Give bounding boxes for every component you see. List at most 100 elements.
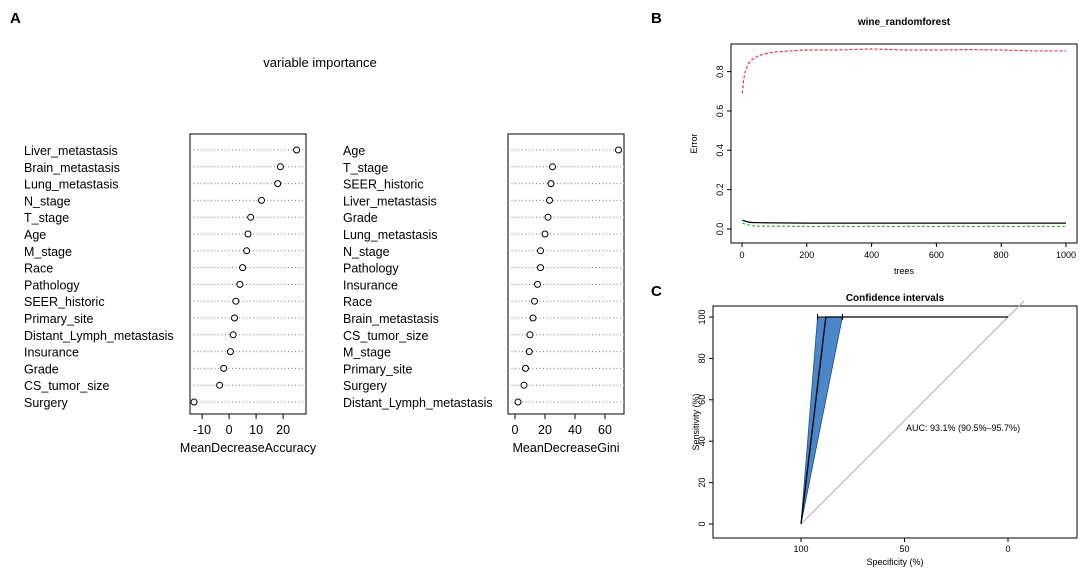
plot-frame [712,305,1078,539]
data-point [239,264,247,272]
y-tick-label: 0.2 [715,183,725,196]
data-point [537,247,544,255]
variable-label: Pathology [24,278,80,292]
x-axis-label: Specificity (%) [866,557,923,567]
panel-c-roc-plot: Confidence intervals 100 50 0 0 20 40 60 80 100 Sp… [691,293,1078,567]
diagonal-reference-line [800,300,1025,525]
data-point [231,314,238,322]
data-point [244,230,252,238]
x-axis-label: MeanDecreaseGini [513,441,620,455]
x-tick-label: 1000 [1056,250,1076,260]
y-tick-label: 80 [697,353,707,363]
data-point [258,196,265,204]
series-line-class-0 [742,222,1066,228]
y-tick-label: 0.6 [715,105,725,118]
x-tick-label: 0 [226,423,233,437]
y-tick-label: 40 [697,436,707,446]
variable-label: Grade [343,211,378,225]
variable-label: SEER_historic [343,178,424,192]
variable-label: Brain_metastasis [24,161,120,175]
x-tick-label: 20 [276,423,290,437]
variable-label: Brain_metastasis [343,312,439,326]
variable-label: Insurance [24,346,79,360]
variable-label: Primary_site [24,312,94,326]
x-tick-label: 0 [1005,544,1010,554]
variable-label: Primary_site [343,362,413,376]
plot-frame [730,43,1078,244]
data-point [529,314,537,322]
data-point [526,331,534,339]
variable-label: N_stage [343,245,390,259]
data-point [220,364,228,372]
auc-annotation: AUC: 93.1% (90.5%–95.7%) [906,423,1020,433]
data-point [232,297,240,305]
data-point [236,280,244,288]
x-tick-label: 0 [739,250,744,260]
data-point [514,398,522,406]
data-point [274,180,282,188]
data-point [243,247,251,255]
variable-label: Surgery [343,379,388,393]
series-line-oob [742,219,1066,224]
plot-title: wine_randomforest [857,17,951,28]
data-point [229,331,237,339]
x-axis-label: MeanDecreaseAccuracy [180,441,317,455]
data-point [525,348,533,356]
variable-label: M_stage [343,346,391,360]
x-tick-label: 10 [249,423,263,437]
variable-label: Liver_metastasis [24,144,118,158]
variable-label: Liver_metastasis [343,194,437,208]
variable-label: Insurance [343,278,398,292]
data-point [544,213,552,221]
variable-label: Lung_metastasis [343,228,438,242]
data-point [549,163,556,171]
panel-b-error-plot: wine_randomforest 0 200 400 600 800 1000 0.0 0.2… [689,17,1078,276]
x-tick-label: 800 [994,250,1009,260]
data-point [547,180,555,188]
data-point [615,146,622,154]
variable-label: Distant_Lymph_metastasis [24,329,174,343]
variable-label: M_stage [24,245,72,259]
variable-label: Age [24,228,46,242]
data-point [226,348,234,356]
data-point [537,264,544,272]
variable-label: Age [343,144,365,158]
x-tick-label: 20 [538,423,552,437]
y-tick-label: 20 [697,478,707,488]
x-tick-label: 600 [929,250,944,260]
panel-label-c: C [651,283,662,300]
x-tick-label: 400 [864,250,879,260]
variable-label: CS_tumor_size [343,329,428,343]
data-point [534,280,541,288]
plot-frame [189,133,307,415]
data-point [247,213,255,221]
data-point [216,381,224,389]
data-point [190,398,198,406]
panel-a-variable-importance: variable importance Liver_metastasis Brai… [24,55,625,455]
variable-label: T_stage [24,211,69,225]
variable-label: Race [343,295,372,309]
y-tick-label: 60 [697,395,707,405]
y-axis-label: Error [689,133,699,153]
variable-label: Surgery [24,396,69,410]
variable-label: T_stage [343,161,388,175]
series-line-class-1 [741,48,1066,94]
y-tick-label: 0.0 [715,223,725,236]
y-axis-label: Sensitivity (%) [691,393,701,450]
x-tick-label: 200 [799,250,814,260]
x-tick-label: 40 [568,423,582,437]
y-tick-label: 0.4 [715,144,725,157]
variable-label: Grade [24,362,59,376]
plot-title: Confidence intervals [846,293,945,304]
y-tick-label: 0 [697,521,707,526]
data-point [293,146,301,154]
panel-a-title: variable importance [263,55,376,70]
x-tick-label: 0 [512,423,519,437]
panel-label-b: B [651,10,662,27]
y-tick-label: 100 [697,309,707,324]
dotchart-mean-decrease-gini: Age T_stage SEER_historic Liver_metastasis G… [343,133,625,455]
variable-label: Race [24,262,53,276]
variable-label: Lung_metastasis [24,178,119,192]
variable-label: Distant_Lymph_metastasis [343,396,493,410]
